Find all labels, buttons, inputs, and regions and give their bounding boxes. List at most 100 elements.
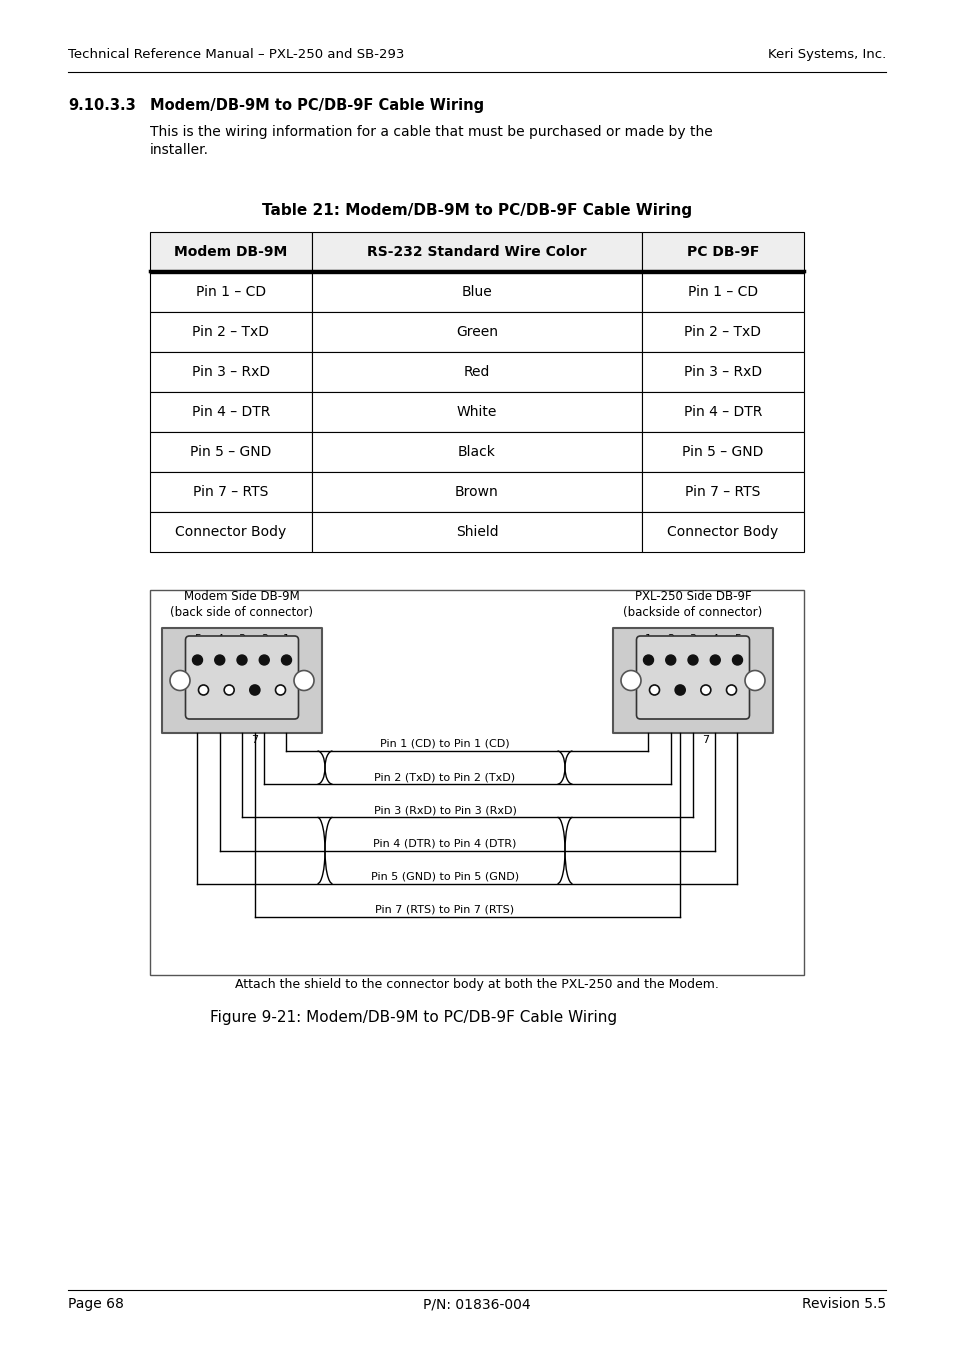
Text: Pin 2 (TxD) to Pin 2 (TxD): Pin 2 (TxD) to Pin 2 (TxD) bbox=[374, 773, 515, 782]
Text: Pin 3 – RxD: Pin 3 – RxD bbox=[683, 365, 761, 380]
Bar bbox=[312, 312, 641, 353]
Bar bbox=[641, 392, 803, 432]
Bar bbox=[150, 590, 803, 975]
Text: Shield: Shield bbox=[456, 526, 497, 539]
Circle shape bbox=[170, 670, 190, 690]
Text: Pin 7 – RTS: Pin 7 – RTS bbox=[684, 485, 760, 499]
Circle shape bbox=[665, 655, 675, 665]
Circle shape bbox=[198, 685, 209, 694]
Circle shape bbox=[281, 655, 292, 665]
Circle shape bbox=[236, 655, 247, 665]
Text: Pin 4 (DTR) to Pin 4 (DTR): Pin 4 (DTR) to Pin 4 (DTR) bbox=[373, 839, 517, 848]
Text: Pin 5 (GND) to Pin 5 (GND): Pin 5 (GND) to Pin 5 (GND) bbox=[371, 871, 518, 882]
Text: installer.: installer. bbox=[150, 143, 209, 157]
Bar bbox=[641, 312, 803, 353]
Text: Pin 1 – CD: Pin 1 – CD bbox=[195, 285, 266, 299]
Text: 3: 3 bbox=[238, 634, 245, 644]
Text: Pin 1 (CD) to Pin 1 (CD): Pin 1 (CD) to Pin 1 (CD) bbox=[380, 739, 509, 748]
Text: Blue: Blue bbox=[461, 285, 492, 299]
Text: Brown: Brown bbox=[455, 485, 498, 499]
Text: This is the wiring information for a cable that must be purchased or made by the: This is the wiring information for a cab… bbox=[150, 126, 712, 139]
Circle shape bbox=[744, 670, 764, 690]
Bar bbox=[150, 432, 312, 471]
Text: Revision 5.5: Revision 5.5 bbox=[801, 1297, 885, 1310]
Circle shape bbox=[687, 655, 698, 665]
Text: Pin 4 – DTR: Pin 4 – DTR bbox=[192, 405, 270, 419]
Circle shape bbox=[214, 655, 225, 665]
Text: Figure 9-21: Modem/DB-9M to PC/DB-9F Cable Wiring: Figure 9-21: Modem/DB-9M to PC/DB-9F Cab… bbox=[210, 1011, 617, 1025]
Bar bbox=[312, 512, 641, 553]
Circle shape bbox=[709, 655, 720, 665]
Circle shape bbox=[732, 655, 741, 665]
Text: 9.10.3.3: 9.10.3.3 bbox=[68, 99, 135, 113]
Text: Pin 3 – RxD: Pin 3 – RxD bbox=[192, 365, 270, 380]
Circle shape bbox=[649, 685, 659, 694]
Text: P/N: 01836-004: P/N: 01836-004 bbox=[423, 1297, 530, 1310]
Circle shape bbox=[700, 685, 710, 694]
Text: PC DB-9F: PC DB-9F bbox=[686, 245, 759, 259]
Text: Table 21: Modem/DB-9M to PC/DB-9F Cable Wiring: Table 21: Modem/DB-9M to PC/DB-9F Cable … bbox=[262, 203, 691, 218]
Text: 5: 5 bbox=[193, 634, 201, 644]
Text: Connector Body: Connector Body bbox=[667, 526, 778, 539]
Bar bbox=[150, 392, 312, 432]
Bar bbox=[641, 272, 803, 312]
Text: Pin 5 – GND: Pin 5 – GND bbox=[190, 444, 272, 459]
Bar bbox=[641, 353, 803, 392]
Text: Keri Systems, Inc.: Keri Systems, Inc. bbox=[767, 49, 885, 61]
Text: 2: 2 bbox=[260, 634, 268, 644]
Circle shape bbox=[294, 670, 314, 690]
Circle shape bbox=[726, 685, 736, 694]
Text: 3: 3 bbox=[689, 634, 696, 644]
Text: Red: Red bbox=[463, 365, 490, 380]
Circle shape bbox=[675, 685, 684, 694]
Text: Modem Side DB-9M: Modem Side DB-9M bbox=[184, 590, 299, 603]
Text: Modem/DB-9M to PC/DB-9F Cable Wiring: Modem/DB-9M to PC/DB-9F Cable Wiring bbox=[150, 99, 483, 113]
FancyBboxPatch shape bbox=[636, 636, 749, 719]
Text: Pin 2 – TxD: Pin 2 – TxD bbox=[193, 326, 269, 339]
Bar bbox=[150, 512, 312, 553]
Bar bbox=[312, 353, 641, 392]
Text: 5: 5 bbox=[733, 634, 740, 644]
Text: 1: 1 bbox=[283, 634, 290, 644]
Text: Pin 4 – DTR: Pin 4 – DTR bbox=[683, 405, 761, 419]
Text: Pin 7 (RTS) to Pin 7 (RTS): Pin 7 (RTS) to Pin 7 (RTS) bbox=[375, 905, 514, 915]
Text: PXL-250 Side DB-9F: PXL-250 Side DB-9F bbox=[634, 590, 751, 603]
Bar bbox=[150, 272, 312, 312]
Bar bbox=[312, 232, 641, 272]
Bar bbox=[312, 392, 641, 432]
Bar bbox=[312, 272, 641, 312]
Text: 7: 7 bbox=[701, 735, 709, 744]
Text: 2: 2 bbox=[666, 634, 674, 644]
Text: Attach the shield to the connector body at both the PXL-250 and the Modem.: Attach the shield to the connector body … bbox=[234, 978, 719, 992]
Circle shape bbox=[250, 685, 259, 694]
Circle shape bbox=[193, 655, 202, 665]
Bar bbox=[641, 512, 803, 553]
Text: 1: 1 bbox=[644, 634, 651, 644]
Text: Pin 2 – TxD: Pin 2 – TxD bbox=[684, 326, 760, 339]
Text: Black: Black bbox=[457, 444, 496, 459]
Text: Page 68: Page 68 bbox=[68, 1297, 124, 1310]
Bar bbox=[150, 353, 312, 392]
Circle shape bbox=[275, 685, 285, 694]
Text: White: White bbox=[456, 405, 497, 419]
Text: RS-232 Standard Wire Color: RS-232 Standard Wire Color bbox=[367, 245, 586, 259]
Bar bbox=[613, 628, 772, 734]
Text: 4: 4 bbox=[216, 634, 223, 644]
Text: (backside of connector): (backside of connector) bbox=[622, 607, 761, 619]
Text: 7: 7 bbox=[251, 735, 258, 744]
Bar bbox=[150, 232, 312, 272]
Bar bbox=[150, 471, 312, 512]
Bar bbox=[312, 471, 641, 512]
Text: 4: 4 bbox=[711, 634, 718, 644]
Bar bbox=[641, 232, 803, 272]
Text: Connector Body: Connector Body bbox=[175, 526, 286, 539]
Circle shape bbox=[620, 670, 640, 690]
Text: Pin 7 – RTS: Pin 7 – RTS bbox=[193, 485, 269, 499]
FancyBboxPatch shape bbox=[185, 636, 298, 719]
Text: Modem DB-9M: Modem DB-9M bbox=[174, 245, 287, 259]
Bar bbox=[641, 432, 803, 471]
Text: Pin 5 – GND: Pin 5 – GND bbox=[681, 444, 763, 459]
Circle shape bbox=[224, 685, 233, 694]
Text: Technical Reference Manual – PXL-250 and SB-293: Technical Reference Manual – PXL-250 and… bbox=[68, 49, 404, 61]
Bar bbox=[162, 628, 322, 734]
